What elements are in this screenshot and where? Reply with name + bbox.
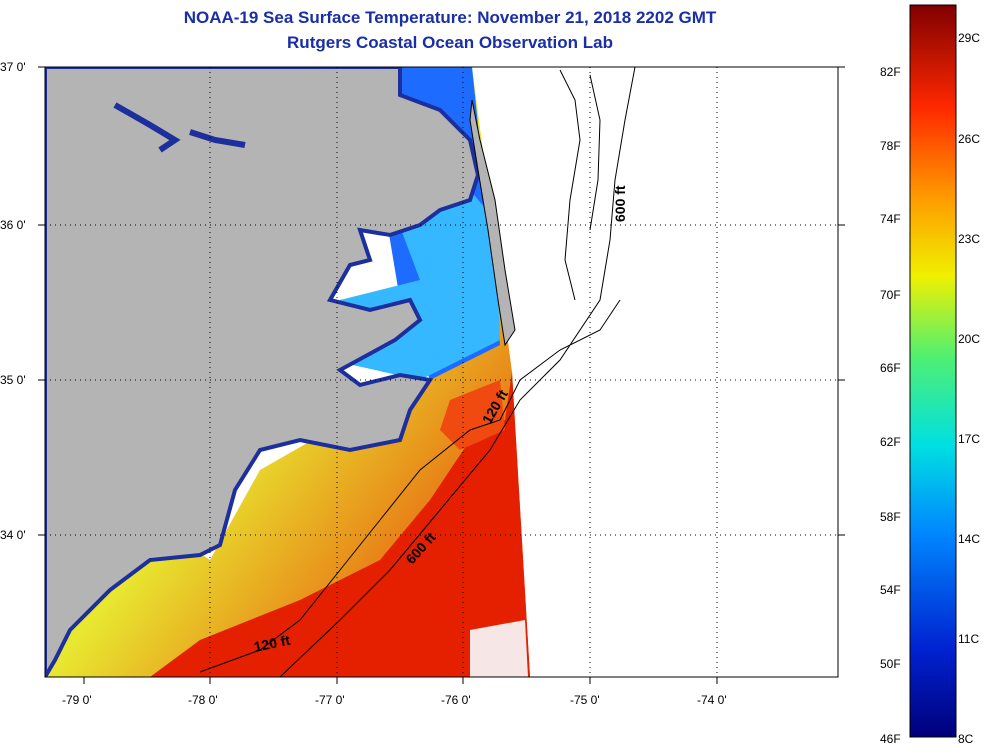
cloud-speckle — [470, 620, 528, 677]
colorbar-f-label: 70F — [880, 288, 901, 302]
chart-subtitle: Rutgers Coastal Ocean Observation Lab — [287, 33, 613, 52]
lat-label: 35 0' — [0, 373, 26, 387]
warm-water — [150, 372, 530, 677]
lon-label: -75 0' — [570, 693, 600, 707]
colorbar-c-label: 11C — [958, 632, 980, 646]
colorbar-f-label: 50F — [880, 657, 901, 671]
colorbar-f-label: 78F — [880, 139, 901, 153]
lat-label: 36 0' — [0, 218, 26, 232]
colorbar-f-label: 82F — [880, 65, 901, 79]
axis-ticks — [38, 66, 845, 684]
warm-core — [440, 380, 505, 450]
map-border — [44, 66, 839, 678]
colorbar-f-label: 62F — [880, 435, 901, 449]
land — [45, 67, 481, 677]
lon-label: -78 0' — [188, 693, 218, 707]
colorbar-f-label: 74F — [880, 212, 901, 226]
lon-label: -76 0' — [441, 693, 471, 707]
lat-label: 37 0' — [0, 60, 26, 74]
river-1 — [113, 102, 181, 153]
chart-title: NOAA-19 Sea Surface Temperature: Novembe… — [183, 8, 717, 27]
colorbar-f-label: 58F — [880, 510, 901, 524]
contour-120ft — [199, 299, 621, 673]
colorbar-c-label: 23C — [958, 232, 981, 246]
sst-swath — [45, 67, 530, 677]
outer-islands — [559, 69, 601, 301]
colorbar-c-label: 29C — [958, 31, 981, 45]
colorbar-f-label: 54F — [880, 583, 901, 597]
colorbar-c-label: 26C — [958, 132, 981, 146]
lon-label: -79 0' — [62, 693, 92, 707]
colorbar-f-label: 66F — [880, 361, 901, 375]
lon-label: -77 0' — [315, 693, 345, 707]
contour-label-120-lower: 120 ft — [252, 632, 291, 655]
river-2 — [189, 129, 246, 148]
colorbar-c-label: 14C — [958, 532, 981, 546]
lon-label: -74 0' — [697, 693, 727, 707]
lat-label: 34 0' — [0, 528, 26, 542]
colorbar-c-label: 17C — [958, 432, 981, 446]
colorbar-c-label: 8C — [958, 732, 974, 746]
barrier-islands — [469, 99, 516, 347]
colorbar-f-label: 46F — [880, 732, 901, 746]
graticule — [45, 67, 838, 677]
colorbar — [909, 4, 957, 738]
contour-label-600-upper: 600 ft — [612, 185, 628, 222]
colorbar-c-label: 20C — [958, 332, 981, 346]
